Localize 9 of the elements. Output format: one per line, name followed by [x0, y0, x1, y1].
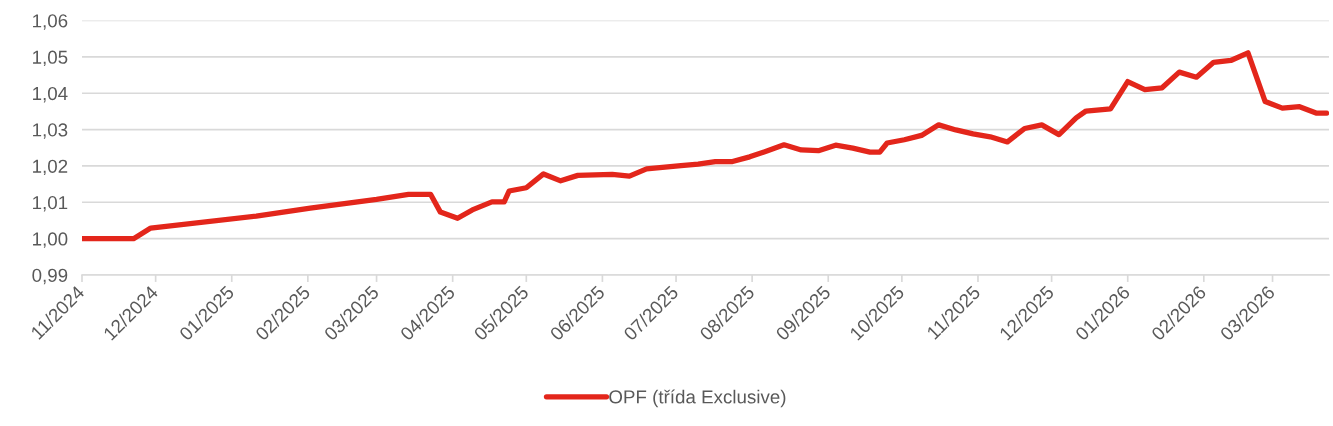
legend-label: OPF (třída Exclusive) — [609, 389, 786, 408]
y-tick-label: 1,06 — [33, 14, 68, 30]
y-tick-label: 1,04 — [33, 86, 68, 103]
y-tick-label: 1,00 — [33, 232, 68, 248]
y-tick-label: 1,01 — [33, 195, 68, 212]
y-tick-label: 1,02 — [33, 159, 68, 176]
y-tick-label: 0,99 — [32, 268, 68, 285]
y-tick-label: 1,03 — [33, 123, 68, 139]
y-tick-label: 1,05 — [33, 50, 68, 67]
